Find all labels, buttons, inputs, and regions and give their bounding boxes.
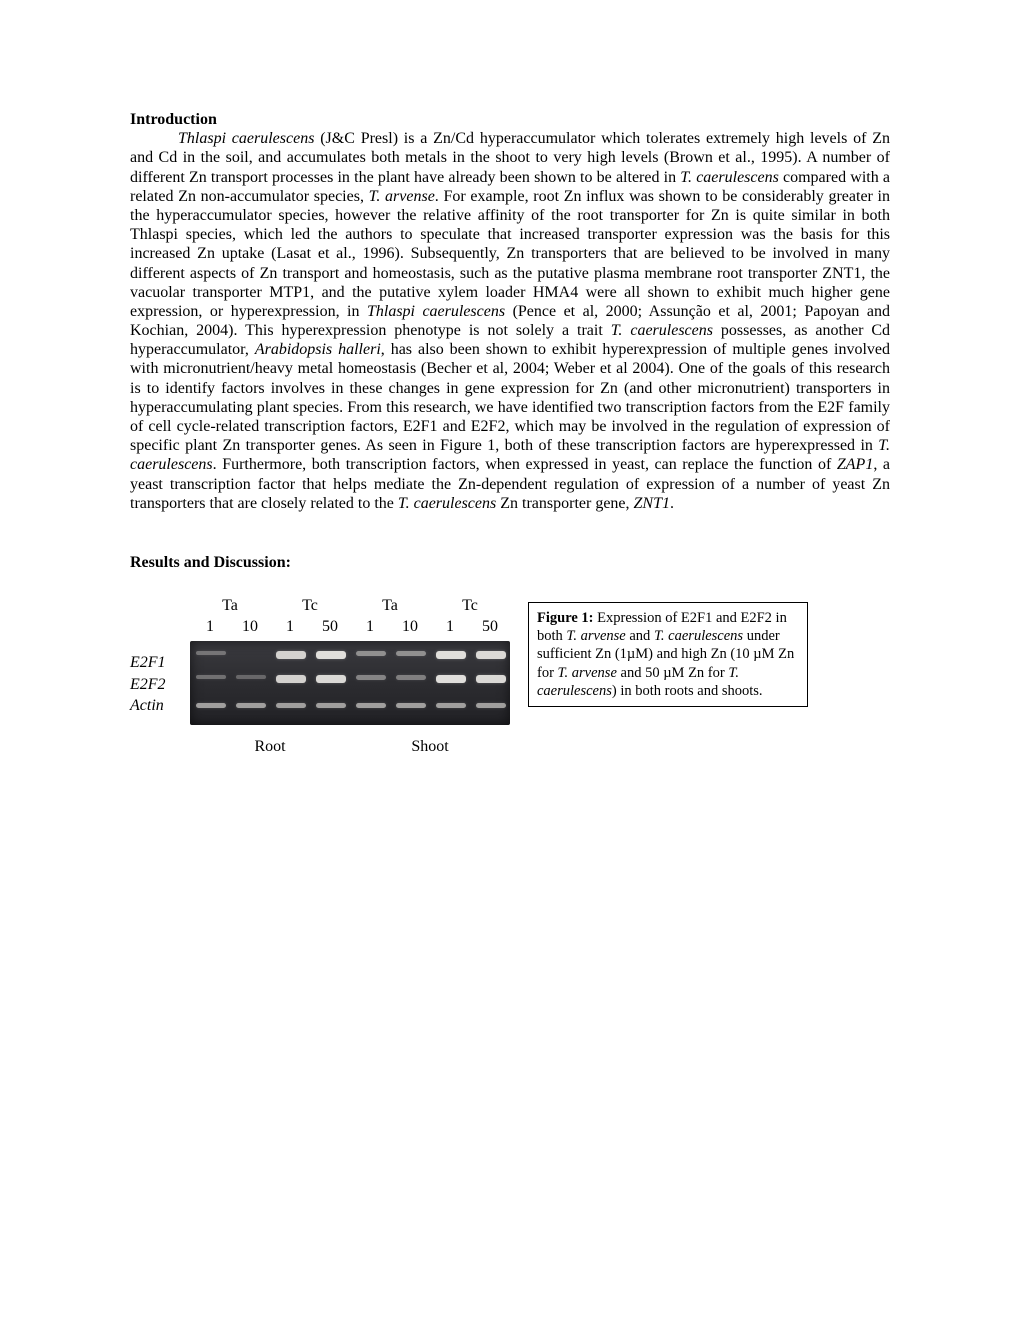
row-label: E2F1	[130, 652, 184, 674]
conc-label: 1	[350, 617, 390, 636]
species-label: Tc	[270, 596, 350, 615]
gel-image	[190, 641, 510, 725]
figure-caption: Figure 1: Expression of E2F1 and E2F2 in…	[528, 602, 808, 707]
results-heading: Results and Discussion:	[130, 553, 890, 572]
species-label: Ta	[350, 596, 430, 615]
caption-lead: Figure 1:	[537, 610, 594, 626]
species-header-row: Ta Tc Ta Tc	[190, 596, 510, 615]
species-label: Tc	[430, 596, 510, 615]
tissue-label-row: Root Shoot	[190, 737, 510, 756]
gel-row-labels: E2F1 E2F2 Actin	[130, 596, 184, 717]
species-label: Ta	[190, 596, 270, 615]
tissue-label: Shoot	[350, 737, 510, 756]
intro-heading: Introduction	[130, 110, 890, 129]
concentration-header-row: 1 10 1 50 1 10 1 50	[190, 617, 510, 636]
row-label: E2F2	[130, 674, 184, 696]
row-label: Actin	[130, 695, 184, 717]
figure-1: E2F1 E2F2 Actin Ta Tc Ta Tc 1 10 1 50 1 …	[130, 596, 890, 756]
conc-label: 50	[310, 617, 350, 636]
conc-label: 10	[390, 617, 430, 636]
conc-label: 1	[270, 617, 310, 636]
conc-label: 1	[190, 617, 230, 636]
gel-block: E2F1 E2F2 Actin Ta Tc Ta Tc 1 10 1 50 1 …	[130, 596, 510, 756]
conc-label: 1	[430, 617, 470, 636]
intro-paragraph: Thlaspi caerulescens (J&C Presl) is a Zn…	[130, 129, 890, 513]
conc-label: 10	[230, 617, 270, 636]
conc-label: 50	[470, 617, 510, 636]
tissue-label: Root	[190, 737, 350, 756]
